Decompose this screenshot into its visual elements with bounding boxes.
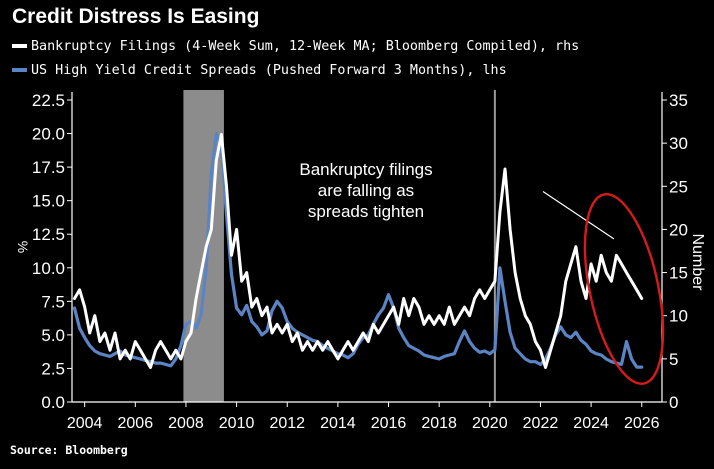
y-right-tick-label: 20 [669, 220, 688, 239]
y-left-tick-label: 20.0 [32, 125, 65, 144]
y-right-tick-label: 5 [669, 350, 678, 369]
annotation-text-line: Bankruptcy filings [299, 160, 432, 179]
y-left-tick-label: 12.5 [32, 225, 65, 244]
x-tick-label: 2014 [320, 415, 356, 432]
chart-title: Credit Distress Is Easing [12, 5, 260, 28]
x-tick-label: 2006 [118, 415, 154, 432]
x-tick-label: 2012 [269, 415, 305, 432]
y-right-tick-label: 0 [669, 393, 678, 412]
y-left-tick-label: 15.0 [32, 192, 65, 211]
x-tick-label: 2010 [219, 415, 255, 432]
x-tick-label: 2018 [421, 415, 457, 432]
legend-label-spreads: US High Yield Credit Spreads (Pushed For… [31, 62, 507, 78]
y-right-tick-label: 35 [669, 91, 688, 110]
y-left-tick-label: 17.5 [32, 158, 65, 177]
y-left-axis-label: % [15, 241, 31, 253]
y-left-tick-label: 2.5 [41, 359, 65, 378]
legend-item-spreads: US High Yield Credit Spreads (Pushed For… [12, 60, 507, 80]
recession-band [183, 90, 224, 402]
annotation-text-line: spreads tighten [308, 202, 424, 221]
y-right-tick-label: 30 [669, 134, 688, 153]
y-right-tick-label: 10 [669, 307, 688, 326]
y-right-axis-label: Number [689, 234, 706, 292]
x-tick-label: 2024 [573, 415, 609, 432]
annotation-text-line: are falling as [318, 181, 414, 200]
y-left-tick-label: 10.0 [32, 259, 65, 278]
y-left-tick-label: 5.0 [41, 326, 65, 345]
x-tick-label: 2026 [624, 415, 660, 432]
legend-swatch-white [12, 44, 27, 48]
legend-label-bankruptcy: Bankruptcy Filings (4-Week Sum, 12-Week … [31, 38, 580, 54]
annotation-arrow-line [542, 190, 615, 240]
legend-item-bankruptcy: Bankruptcy Filings (4-Week Sum, 12-Week … [12, 36, 579, 56]
y-left-tick-label: 7.5 [41, 292, 65, 311]
x-tick-label: 2016 [371, 415, 407, 432]
x-tick-label: 2020 [472, 415, 508, 432]
y-left-tick-label: 22.5 [32, 91, 65, 110]
series-line-bankruptcy [73, 133, 644, 369]
legend-swatch-blue [12, 68, 27, 72]
x-tick-label: 2004 [67, 415, 103, 432]
y-right-tick-label: 15 [669, 264, 688, 283]
source-note: Source: Bloomberg [10, 443, 128, 457]
x-tick-label: 2022 [523, 415, 559, 432]
y-right-tick-label: 25 [669, 177, 688, 196]
x-tick-label: 2008 [168, 415, 204, 432]
y-left-tick-label: 0.0 [41, 393, 65, 412]
annotation-ellipse [583, 192, 665, 385]
